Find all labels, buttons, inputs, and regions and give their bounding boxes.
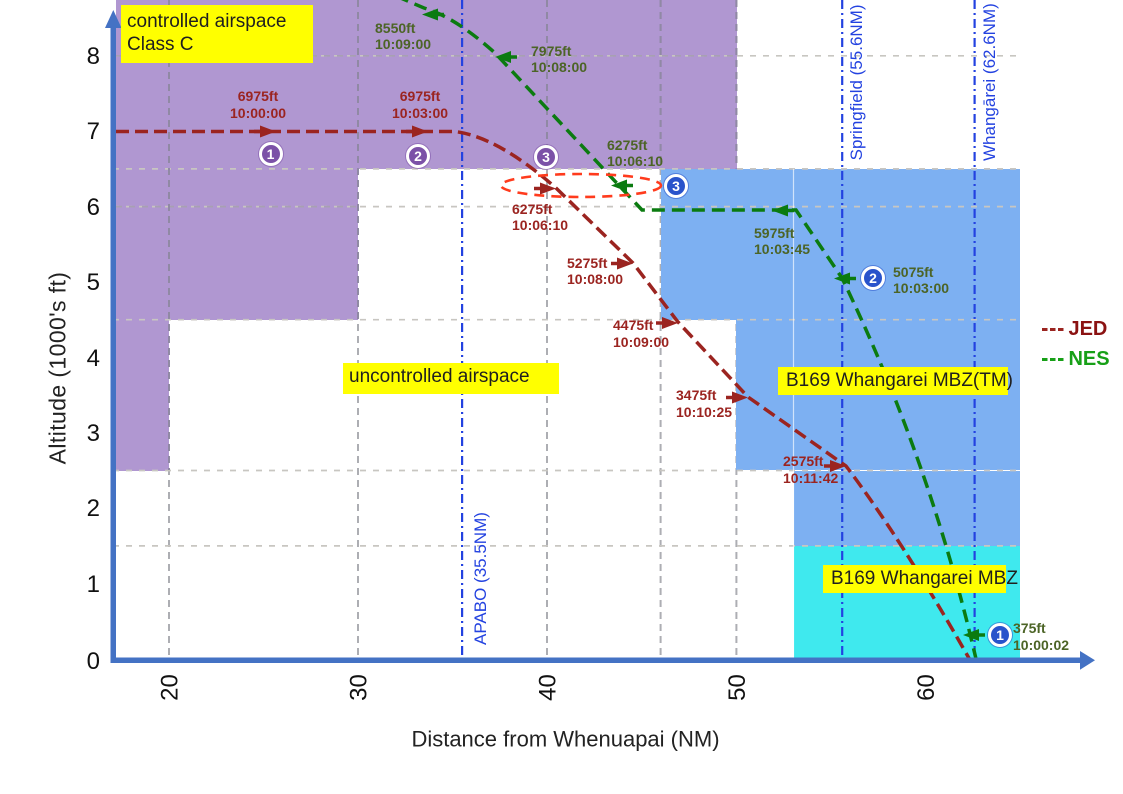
svg-text:30: 30 — [346, 674, 373, 701]
svg-text:50: 50 — [724, 674, 751, 701]
svg-text:40: 40 — [535, 674, 562, 701]
svg-text:20: 20 — [157, 674, 184, 701]
svg-text:Altitude (1000's ft): Altitude (1000's ft) — [44, 272, 70, 465]
svg-text:Whangārei (62.6NM): Whangārei (62.6NM) — [980, 3, 999, 161]
svg-text:60: 60 — [913, 674, 940, 701]
svg-text:Distance from Whenuapai (NM): Distance from Whenuapai (NM) — [411, 727, 719, 752]
svg-text:Springfield (55.6NM): Springfield (55.6NM) — [847, 4, 866, 160]
svg-text:APABO (35.5NM): APABO (35.5NM) — [471, 512, 490, 645]
